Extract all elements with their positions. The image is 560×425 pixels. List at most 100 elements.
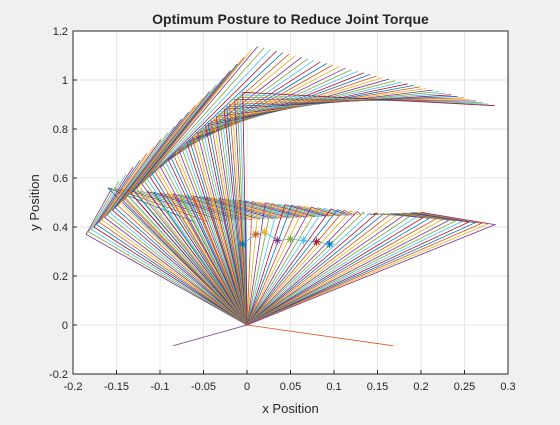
x-tick-label: 0	[244, 381, 250, 393]
posture-line-a	[130, 70, 248, 326]
outlier-segment	[172, 324, 248, 347]
posture-line-a	[162, 58, 309, 326]
cog-marker-stroke	[287, 236, 294, 243]
posture-line-a	[159, 56, 302, 326]
posture-line-a	[112, 118, 248, 326]
posture-line-a	[146, 49, 271, 326]
y-tick-labels: -0.2 0 0.2 0.4 0.6 0.8 1 1.2	[49, 26, 68, 381]
y-tick-label: 1.2	[53, 26, 68, 38]
posture-line-a	[175, 66, 340, 326]
posture-line-b	[246, 200, 309, 326]
x-tick-label: 0.25	[454, 381, 475, 393]
posture-line-a	[242, 91, 495, 326]
posture-line-a	[141, 45, 259, 326]
cog-marker	[299, 236, 308, 245]
posture-line-a	[151, 52, 284, 326]
posture-line-a	[117, 104, 248, 326]
y-tick-label: 0.6	[53, 173, 68, 185]
cog-marker-stroke	[239, 240, 246, 248]
posture-line-b	[246, 202, 319, 326]
y-tick-label: 0	[62, 320, 68, 332]
data-lines	[85, 45, 497, 347]
y-tick-label: 0.4	[53, 222, 68, 234]
posture-line-a	[194, 77, 383, 326]
posture-line-a	[167, 61, 321, 326]
cog-marker	[325, 240, 334, 249]
posture-line-b	[246, 206, 340, 326]
cog-marker	[251, 230, 260, 239]
posture-line-a	[135, 56, 248, 326]
y-tick-label: 0.8	[53, 124, 68, 136]
posture-line-a	[125, 84, 248, 326]
posture-line-a	[197, 78, 390, 326]
posture-line-b	[139, 190, 248, 326]
posture-line-a	[183, 70, 358, 326]
posture-line-a	[104, 139, 248, 326]
posture-line-a	[120, 98, 248, 326]
posture-line-b	[246, 212, 371, 326]
posture-line-a	[154, 53, 290, 326]
cog-marker	[273, 236, 282, 245]
x-tick-label: 0.15	[367, 381, 388, 393]
posture-line-b	[246, 209, 356, 326]
posture-line-a	[96, 160, 248, 326]
posture-line-b	[246, 202, 316, 326]
chart-title: Optimum Posture to Reduce Joint Torque	[152, 11, 429, 27]
posture-line-b	[246, 212, 379, 326]
posture-line-a	[165, 59, 315, 326]
x-tick-label: -0.2	[64, 381, 83, 393]
posture-line-b	[246, 209, 352, 326]
axes-box	[72, 30, 509, 375]
posture-line-b	[246, 208, 349, 326]
posture-line-b	[246, 207, 346, 326]
posture-line-a	[191, 75, 377, 326]
posture-line-a	[149, 50, 277, 326]
axes	[72, 30, 509, 375]
posture-line-a	[173, 64, 333, 326]
posture-line-b	[246, 212, 477, 326]
cog-marker	[238, 240, 247, 249]
posture-line-b	[172, 193, 261, 326]
cog-marker	[312, 237, 321, 246]
posture-line-b	[246, 205, 333, 326]
x-tick-labels: -0.2 -0.15 -0.1 -0.05 0 0.05 0.1 0.15 0.2 0.25 0.3	[64, 381, 516, 393]
posture-line-a	[181, 69, 352, 326]
posture-line-b	[246, 210, 362, 326]
cog-marker	[260, 227, 269, 236]
posture-line-b	[246, 201, 312, 326]
posture-line-a	[122, 91, 248, 326]
posture-line-b	[152, 191, 248, 326]
posture-line-a	[178, 67, 346, 326]
posture-line-b	[246, 212, 471, 326]
posture-line-b	[246, 204, 330, 326]
cog-marker-stroke	[326, 240, 333, 248]
posture-line-a	[93, 166, 248, 326]
posture-line-a	[101, 146, 248, 326]
posture-line-b	[246, 206, 336, 326]
x-tick-label: 0.1	[326, 381, 341, 393]
posture-line-a	[85, 187, 248, 326]
cog-marker-stroke	[274, 237, 281, 244]
posture-line-a	[127, 77, 248, 326]
posture-line-a	[170, 63, 327, 326]
y-tick-label: 1	[62, 75, 68, 87]
cog-marker-stroke	[313, 238, 320, 245]
posture-line-a	[143, 47, 265, 326]
cog-marker-stroke	[300, 237, 307, 244]
posture-line-a	[199, 80, 396, 326]
posture-line-a	[133, 63, 248, 326]
x-tick-label: -0.1	[151, 381, 170, 393]
posture-line-b	[246, 211, 497, 326]
x-tick-label: 0.05	[280, 381, 301, 393]
y-axis-label: y Position	[27, 174, 42, 230]
posture-line-b	[246, 212, 451, 326]
posture-line-b	[246, 211, 365, 326]
x-axis-label: x Position	[262, 401, 318, 416]
posture-line-a	[88, 180, 248, 326]
outlier-segment	[246, 324, 394, 347]
posture-line-b	[246, 212, 457, 326]
cog-marker-stroke	[261, 228, 268, 236]
x-tick-label: -0.15	[104, 381, 129, 393]
